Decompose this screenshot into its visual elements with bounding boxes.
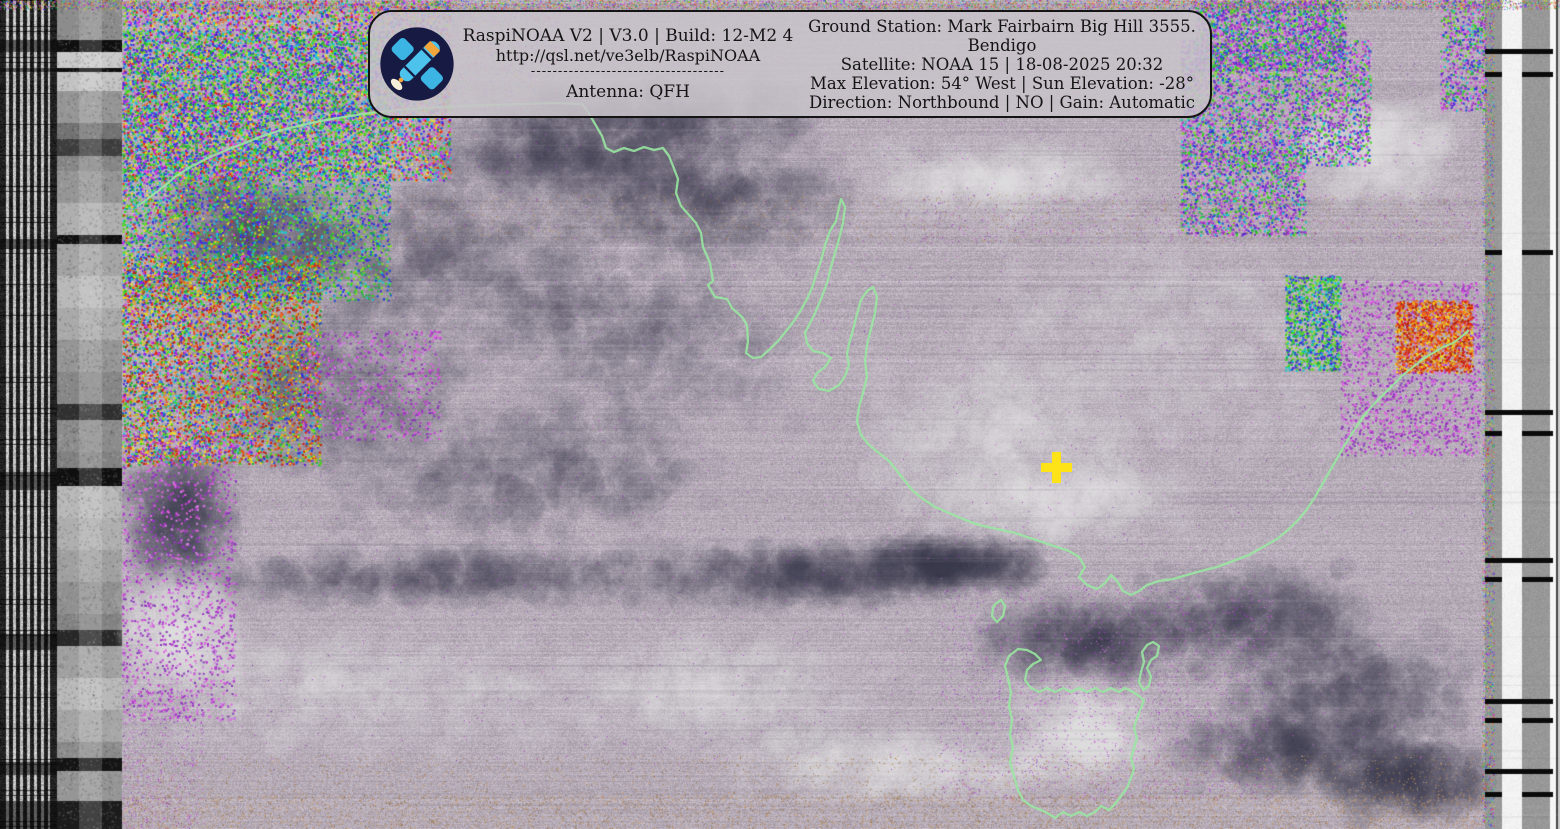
software-version: RaspiNOAA V2 | V3.0 | Build: 12-M2 4 [456,27,800,46]
software-url: http://qsl.net/ve3elb/RaspiNOAA [456,46,800,65]
satellite-pass-info: Satellite: NOAA 15 | 18-08-2025 20:32 [800,55,1204,74]
ground-station-info: Ground Station: Mark Fairbairn Big Hill … [800,17,1204,55]
overlay-right-column: Ground Station: Mark Fairbairn Big Hill … [800,17,1210,112]
marker-vertical-bar [1052,452,1061,483]
satellite-noise-image [0,0,1560,829]
direction-gain-info: Direction: Northbound | NO | Gain: Autom… [800,93,1204,112]
elevation-info: Max Elevation: 54° West | Sun Elevation:… [800,74,1204,93]
apt-satellite-image: RaspiNOAA V2 | V3.0 | Build: 12-M2 4 htt… [0,0,1560,829]
info-overlay: RaspiNOAA V2 | V3.0 | Build: 12-M2 4 htt… [368,10,1212,118]
raspinoaa-logo [378,25,456,103]
ground-station-marker [1041,452,1072,483]
overlay-left-column: RaspiNOAA V2 | V3.0 | Build: 12-M2 4 htt… [456,27,800,102]
antenna-info: Antenna: QFH [456,79,800,102]
separator-dashes: ------------------------------------ [456,65,800,79]
satellite-icon [378,25,456,103]
